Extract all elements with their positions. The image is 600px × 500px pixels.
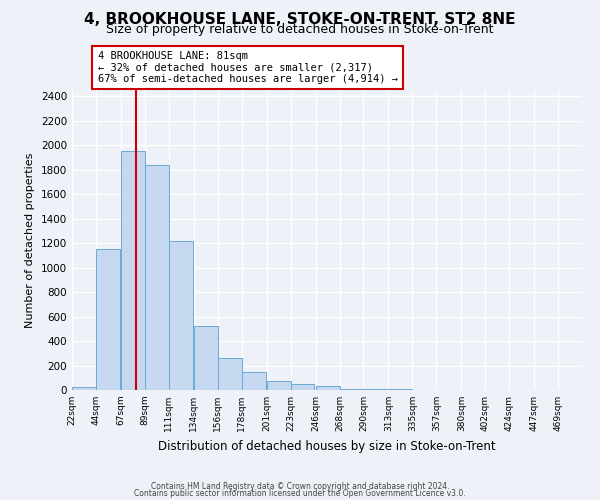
Text: 4 BROOKHOUSE LANE: 81sqm
← 32% of detached houses are smaller (2,317)
67% of sem: 4 BROOKHOUSE LANE: 81sqm ← 32% of detach… [97, 51, 398, 84]
X-axis label: Distribution of detached houses by size in Stoke-on-Trent: Distribution of detached houses by size … [158, 440, 496, 452]
Bar [242, 372, 266, 390]
Bar [218, 358, 242, 390]
Text: Contains public sector information licensed under the Open Government Licence v3: Contains public sector information licen… [134, 489, 466, 498]
Bar [169, 240, 193, 390]
Text: Contains HM Land Registry data © Crown copyright and database right 2024.: Contains HM Land Registry data © Crown c… [151, 482, 449, 491]
Bar [121, 151, 145, 390]
Bar [266, 381, 290, 390]
Text: 4, BROOKHOUSE LANE, STOKE-ON-TRENT, ST2 8NE: 4, BROOKHOUSE LANE, STOKE-ON-TRENT, ST2 … [84, 12, 516, 28]
Bar [316, 386, 340, 390]
Bar [96, 249, 120, 390]
Text: Size of property relative to detached houses in Stoke-on-Trent: Size of property relative to detached ho… [106, 22, 494, 36]
Bar [145, 164, 169, 390]
Bar [194, 326, 218, 390]
Bar [72, 387, 96, 390]
Bar [364, 389, 388, 390]
Bar [340, 389, 364, 390]
Y-axis label: Number of detached properties: Number of detached properties [25, 152, 35, 328]
Bar [290, 384, 314, 390]
